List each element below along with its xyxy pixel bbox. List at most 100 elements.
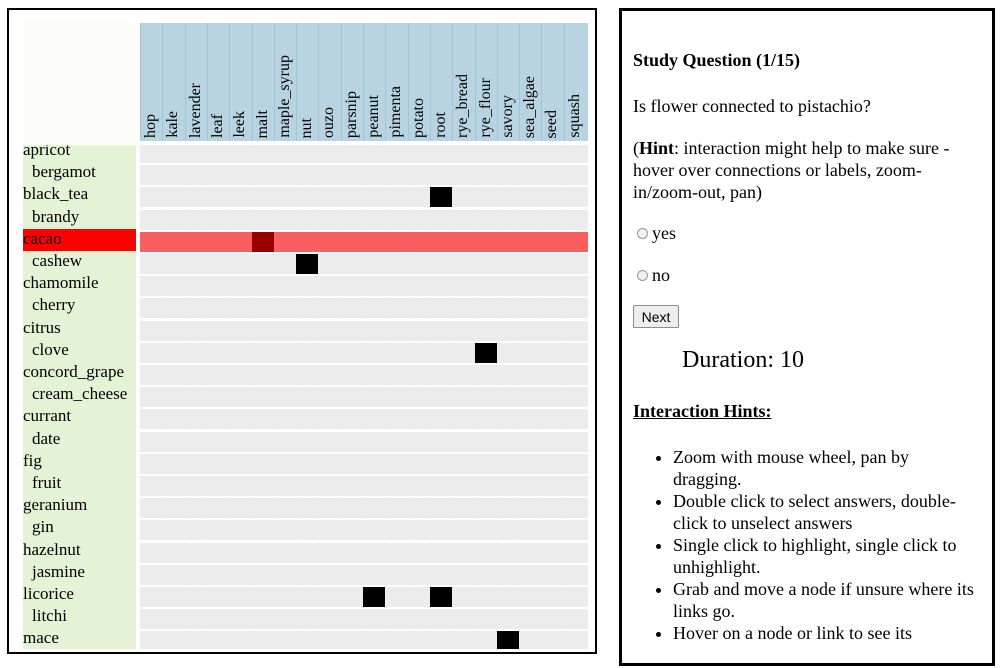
row-label-jasmine[interactable]: jasmine — [32, 562, 85, 581]
matrix-row-fruit[interactable] — [140, 476, 588, 496]
column-label-rye_bread[interactable]: rye_bread — [454, 74, 471, 138]
column-grid-line — [497, 23, 498, 141]
row-label-mace[interactable]: mace — [23, 628, 59, 647]
matrix-row-mace[interactable] — [140, 631, 588, 649]
answer-no[interactable]: no — [637, 265, 670, 286]
hint-item: Hover on a node or link to see its — [673, 622, 978, 644]
matrix-corner — [23, 23, 140, 152]
row-label-chamomile[interactable]: chamomile — [23, 273, 99, 292]
row-label-date[interactable]: date — [32, 429, 61, 448]
row-label-clove[interactable]: clove — [32, 340, 69, 359]
matrix-row-hazelnut[interactable] — [140, 543, 588, 563]
row-label-fig[interactable]: fig — [23, 451, 42, 470]
column-label-root[interactable]: root — [432, 112, 449, 138]
matrix-row-bergamot[interactable] — [140, 165, 588, 185]
row-label-geranium[interactable]: geranium — [23, 495, 88, 514]
column-label-malt[interactable]: malt — [254, 109, 271, 138]
column-grid-line — [274, 23, 275, 141]
link-cell-cashew-nut[interactable] — [296, 254, 318, 274]
row-label-litchi[interactable]: litchi — [32, 606, 67, 625]
matrix-row-litchi[interactable] — [140, 609, 588, 629]
row-label-hazelnut[interactable]: hazelnut — [23, 540, 81, 559]
column-label-leek[interactable]: leek — [231, 111, 248, 138]
column-grid-line — [296, 23, 297, 141]
link-cell-cacao-malt[interactable] — [252, 232, 274, 252]
matrix-row-cream_cheese[interactable] — [140, 387, 588, 407]
column-label-ouzo[interactable]: ouzo — [320, 106, 337, 138]
radio-no[interactable] — [637, 270, 648, 281]
column-grid-line — [185, 23, 186, 141]
column-grid-line — [140, 23, 141, 141]
matrix-row-gin[interactable] — [140, 520, 588, 540]
column-label-rye_flour[interactable]: rye_flour — [477, 78, 494, 138]
matrix-row-concord_grape[interactable] — [140, 365, 588, 385]
column-label-kale[interactable]: kale — [164, 111, 181, 138]
matrix-row-chamomile[interactable] — [140, 276, 588, 296]
row-label-fruit[interactable]: fruit — [32, 473, 62, 492]
row-label-currant[interactable]: currant — [23, 406, 72, 425]
column-label-parsnip[interactable]: parsnip — [343, 90, 360, 138]
row-label-concord_grape[interactable]: concord_grape — [23, 362, 125, 381]
row-label-cashew[interactable]: cashew — [32, 251, 83, 270]
column-label-sea_algae[interactable]: sea_algae — [521, 75, 538, 138]
matrix-row-clove[interactable] — [140, 343, 588, 363]
link-cell-mace-savory[interactable] — [497, 631, 519, 649]
column-grid-line — [408, 23, 409, 141]
row-label-cherry[interactable]: cherry — [32, 295, 76, 314]
hint-text: (Hint: interaction might help to make su… — [633, 137, 978, 203]
column-grid-line — [541, 23, 542, 141]
column-grid-line — [385, 23, 386, 141]
answer-yes[interactable]: yes — [637, 223, 676, 244]
matrix-row-jasmine[interactable] — [140, 565, 588, 585]
matrix-grid[interactable] — [140, 145, 588, 649]
row-label-apricot[interactable]: apricot — [23, 145, 71, 159]
hint-item: Double click to select answers, double-c… — [673, 490, 978, 534]
column-label-pimenta[interactable]: pimenta — [387, 86, 404, 138]
matrix-row-currant[interactable] — [140, 409, 588, 429]
matrix-row-cashew[interactable] — [140, 254, 588, 274]
matrix-row-cherry[interactable] — [140, 298, 588, 318]
column-label-hop[interactable]: hop — [142, 114, 159, 138]
column-label-peanut[interactable]: peanut — [365, 95, 382, 138]
matrix-row-fig[interactable] — [140, 454, 588, 474]
matrix-row-brandy[interactable] — [140, 210, 588, 230]
row-label-gin[interactable]: gin — [32, 517, 54, 536]
link-cell-licorice-peanut[interactable] — [363, 587, 385, 607]
column-label-squash[interactable]: squash — [566, 94, 583, 138]
row-label-cream_cheese[interactable]: cream_cheese — [32, 384, 128, 403]
row-label-licorice[interactable]: licorice — [23, 584, 74, 603]
column-grid-line — [363, 23, 364, 141]
link-cell-licorice-root[interactable] — [430, 587, 452, 607]
column-label-seed[interactable]: seed — [543, 109, 560, 138]
row-label-black_tea[interactable]: black_tea — [23, 184, 89, 203]
matrix-row-cacao[interactable] — [140, 232, 588, 252]
row-label-bergamot[interactable]: bergamot — [32, 162, 96, 181]
row-label-citrus[interactable]: citrus — [23, 318, 61, 337]
column-grid-line — [430, 23, 431, 141]
column-label-nut[interactable]: nut — [298, 117, 315, 138]
link-cell-black_tea-root[interactable] — [430, 187, 452, 207]
interaction-hints-list: Zoom with mouse wheel, pan by dragging. … — [633, 446, 978, 644]
matrix-row-apricot[interactable] — [140, 145, 588, 163]
link-cell-clove-rye_flour[interactable] — [475, 343, 497, 363]
matrix-row-date[interactable] — [140, 432, 588, 452]
next-button[interactable]: Next — [633, 305, 679, 328]
column-grid-line — [252, 23, 253, 141]
column-grid-line — [318, 23, 319, 141]
hint-label: Hint — [639, 138, 675, 158]
matrix-row-geranium[interactable] — [140, 498, 588, 518]
row-label-brandy[interactable]: brandy — [32, 207, 80, 226]
matrix-row-citrus[interactable] — [140, 321, 588, 341]
matrix-row-black_tea[interactable] — [140, 187, 588, 207]
column-label-leaf[interactable]: leaf — [209, 114, 226, 138]
column-label-maple_syrup[interactable]: maple_syrup — [276, 55, 293, 138]
row-label-cacao[interactable]: cacao — [23, 229, 136, 252]
study-question-panel: Study Question (1/15) Is flower connecte… — [619, 8, 995, 666]
column-label-lavender[interactable]: lavender — [187, 82, 204, 138]
radio-yes[interactable] — [637, 228, 648, 239]
hint-body: : interaction might help to make sure - … — [633, 138, 950, 202]
column-label-savory[interactable]: savory — [499, 95, 516, 138]
column-label-potato[interactable]: potato — [410, 98, 427, 138]
